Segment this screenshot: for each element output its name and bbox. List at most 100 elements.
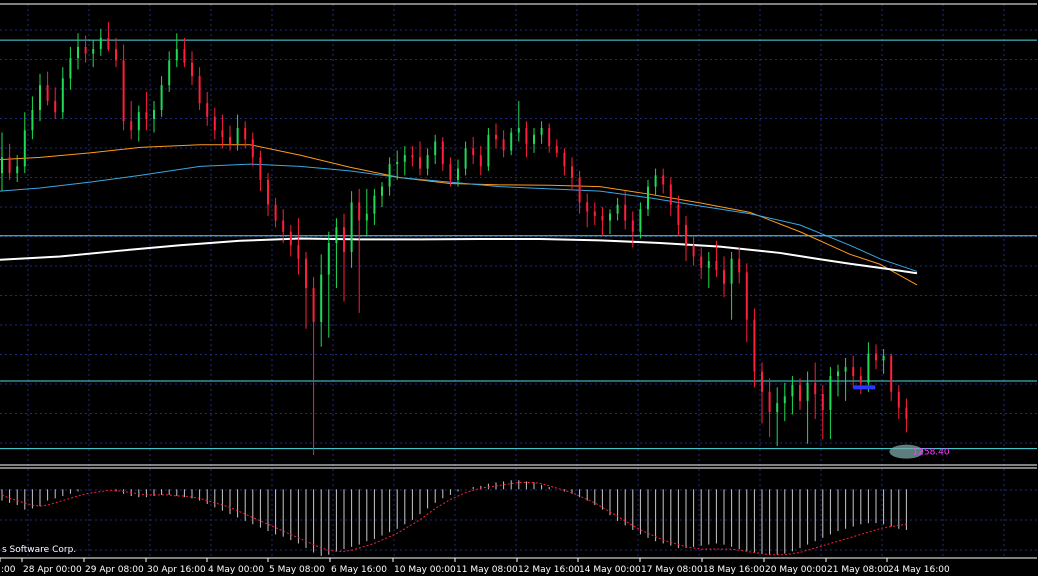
candle-body — [373, 195, 376, 214]
candle-body — [677, 204, 680, 225]
candle-body — [525, 128, 528, 144]
candle-body — [441, 141, 444, 165]
candle-body — [343, 227, 345, 253]
candle-body — [753, 319, 756, 372]
candle-body — [69, 58, 72, 79]
candle-body — [213, 116, 216, 131]
candle-body — [16, 166, 19, 174]
candle-body — [738, 258, 741, 273]
candle-body — [61, 78, 64, 113]
candle-body — [479, 155, 482, 167]
candle-body — [806, 382, 809, 401]
candle-body — [799, 385, 801, 401]
price-marker — [853, 385, 876, 390]
candle-body — [821, 394, 824, 410]
x-tick-label: 6 May 16:00 — [331, 565, 387, 575]
candle-body — [692, 245, 695, 257]
candle-body — [829, 376, 832, 410]
candle-body — [381, 186, 383, 196]
candle-body — [99, 37, 102, 50]
candle-body — [472, 148, 475, 156]
candle-body — [168, 60, 171, 86]
candle-body — [723, 270, 725, 284]
x-tick-label: 11 May 08:00 — [456, 565, 518, 575]
candle-body — [434, 141, 437, 156]
candle-body — [77, 46, 79, 59]
x-tick-label: 17 May 08:00 — [641, 565, 703, 575]
candle-body — [198, 76, 201, 104]
candle-body — [327, 243, 330, 275]
candle-body — [335, 227, 338, 244]
candle-body — [358, 202, 361, 221]
candle-body — [601, 215, 604, 221]
candle-body — [578, 177, 581, 203]
candle-body — [814, 382, 817, 395]
candle-body — [175, 49, 178, 61]
candle-body — [206, 103, 209, 117]
candle-body — [411, 155, 414, 158]
candle-body — [122, 60, 125, 122]
candle-body — [259, 157, 262, 180]
x-tick-label: 12 May 16:00 — [518, 565, 580, 575]
candle-body — [783, 396, 786, 404]
candle-body — [517, 128, 520, 133]
x-tick-label: 30 Apr 16:00 — [147, 565, 206, 575]
candle-body — [221, 130, 224, 138]
candle-body — [639, 209, 642, 232]
candle-body — [449, 164, 452, 180]
candle-body — [1, 157, 3, 174]
oscillator-signal-line — [1, 482, 907, 556]
x-tick-label: 28 Apr 00:00 — [23, 565, 82, 575]
x-tick-label: 18 May 16:00 — [703, 565, 765, 575]
candle-body — [715, 261, 718, 271]
candle-body — [115, 49, 117, 61]
x-tick-label: 10 May 00:00 — [394, 565, 456, 575]
candle-body — [905, 407, 908, 419]
candle-body — [350, 202, 353, 253]
candle-body — [54, 100, 57, 113]
candle-body — [320, 274, 323, 322]
candle-body — [388, 164, 391, 187]
candle-body — [662, 175, 665, 185]
candle-body — [244, 128, 247, 140]
candle-body — [510, 132, 513, 151]
candle-body — [555, 146, 558, 153]
candle-body — [897, 391, 900, 408]
candle-body — [236, 128, 239, 144]
candle-body — [844, 367, 847, 372]
candle-body — [267, 179, 269, 205]
x-tick-label: 14 May 00:00 — [579, 565, 641, 575]
x-tick-label: :00 — [1, 565, 16, 575]
x-tick-label: 29 Apr 08:00 — [85, 565, 144, 575]
candle-body — [654, 175, 657, 187]
candle-body — [46, 85, 49, 101]
candle-body — [312, 288, 315, 322]
candle-body — [457, 168, 459, 180]
x-tick-label: 5 May 08:00 — [269, 565, 325, 575]
candle-body — [890, 355, 893, 392]
candle-body — [776, 403, 779, 413]
candle-body — [593, 211, 596, 216]
candle-body — [631, 220, 634, 232]
candle-body — [700, 256, 703, 268]
candle-body — [191, 62, 193, 77]
x-tick-label: 21 May 08:00 — [827, 565, 889, 575]
candle-body — [229, 137, 231, 144]
candle-body — [563, 152, 566, 167]
current-price-highlight — [889, 444, 924, 459]
x-tick-label: 20 May 00:00 — [765, 565, 827, 575]
copyright-text: s Software Corp. — [2, 545, 77, 555]
candle-body — [153, 109, 155, 119]
candle-body — [464, 148, 467, 169]
candle-body — [396, 161, 399, 165]
candle-body — [137, 112, 140, 131]
candle-body — [768, 391, 771, 413]
candle-body — [647, 186, 649, 210]
candle-body — [145, 112, 148, 119]
candle-body — [31, 109, 34, 131]
candle-body — [274, 204, 277, 221]
candle-body — [730, 258, 733, 284]
candle-body — [761, 371, 763, 392]
